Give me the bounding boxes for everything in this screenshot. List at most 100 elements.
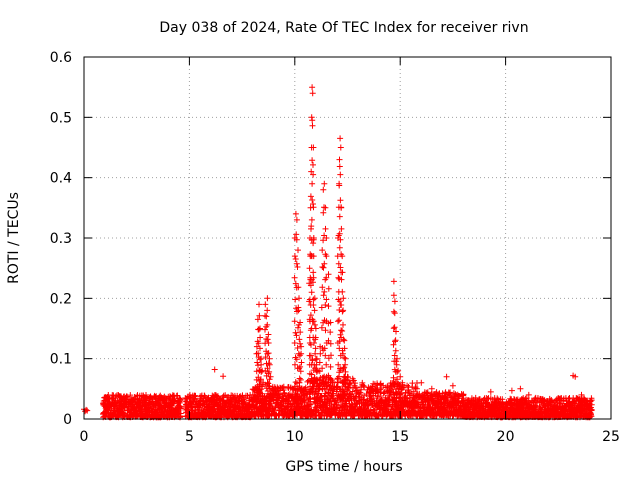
data-point [336, 338, 343, 345]
data-point [306, 265, 313, 272]
data-point [256, 312, 263, 319]
data-point [320, 374, 327, 381]
data-point [84, 407, 91, 414]
data-point [293, 216, 300, 223]
data-point [123, 393, 130, 400]
data-point [325, 271, 332, 278]
data-point [307, 193, 314, 200]
data-point [143, 392, 149, 398]
data-point [294, 264, 301, 270]
data-point [487, 388, 494, 395]
data-point [340, 336, 347, 343]
data-point [325, 320, 332, 327]
data-point [322, 327, 329, 334]
data-point [428, 385, 435, 392]
data-point [307, 352, 314, 359]
data-point [258, 383, 264, 390]
data-point [449, 382, 456, 389]
data-point [320, 209, 327, 216]
data-point [508, 387, 515, 394]
data-point [328, 352, 334, 359]
data-point [308, 289, 315, 296]
data-point [236, 393, 243, 400]
data-point [309, 197, 316, 203]
data-point [337, 197, 344, 204]
data-point [293, 332, 300, 339]
data-point [394, 383, 401, 390]
data-point [266, 390, 273, 397]
data-point [320, 292, 327, 299]
data-point [336, 345, 343, 352]
data-point [494, 395, 501, 402]
data-point [262, 312, 268, 319]
data-point [307, 204, 314, 211]
data-point [335, 361, 342, 368]
data-point [266, 376, 273, 383]
data-point [390, 278, 397, 285]
data-point [296, 336, 303, 343]
y-tick-label: 0.6 [50, 50, 72, 66]
data-point [257, 345, 263, 352]
data-point [266, 368, 273, 375]
data-point [310, 240, 317, 247]
data-point [339, 350, 346, 357]
data-point [342, 355, 349, 362]
data-point [375, 389, 382, 396]
data-point [345, 385, 352, 392]
x-tick-label: 10 [286, 429, 304, 445]
data-point [587, 398, 594, 405]
data-point [321, 373, 328, 380]
data-point [291, 253, 298, 260]
data-point [310, 274, 317, 281]
data-point [322, 204, 329, 211]
data-point [338, 251, 345, 258]
data-point [293, 231, 300, 238]
data-point [257, 356, 264, 363]
data-point [377, 393, 384, 399]
data-point [341, 354, 348, 361]
y-tick-label: 0.3 [50, 231, 72, 247]
data-point [338, 327, 345, 334]
data-point [306, 401, 313, 408]
data-point [166, 393, 173, 400]
data-point [377, 381, 384, 388]
data-point [310, 269, 317, 276]
data-point [322, 390, 329, 397]
data-point [298, 343, 305, 350]
data-point [325, 285, 332, 292]
data-point [338, 204, 345, 211]
data-point [295, 307, 302, 314]
data-points [81, 84, 595, 421]
data-point [264, 365, 271, 372]
data-point [339, 386, 346, 393]
data-point [295, 324, 301, 331]
data-point [309, 90, 316, 97]
data-point [258, 361, 265, 368]
data-point [327, 363, 334, 370]
data-point [588, 397, 595, 404]
data-point [308, 144, 315, 151]
data-point [312, 356, 319, 363]
data-point [307, 312, 314, 319]
data-point [311, 321, 318, 328]
data-point [341, 337, 348, 344]
data-point [312, 345, 319, 352]
data-point [308, 223, 315, 230]
data-point [266, 405, 273, 412]
data-point [322, 302, 329, 308]
data-point [307, 282, 314, 289]
data-point [265, 350, 272, 357]
data-point [264, 307, 271, 314]
data-point [297, 376, 304, 383]
data-point [342, 397, 349, 404]
data-point [394, 368, 401, 375]
data-point [334, 383, 341, 390]
data-point [341, 345, 348, 352]
data-point [314, 390, 321, 397]
data-point [360, 382, 367, 389]
data-point [404, 382, 411, 389]
data-point [572, 400, 579, 407]
data-point [309, 157, 316, 164]
data-point [293, 260, 300, 267]
data-point [322, 225, 329, 232]
